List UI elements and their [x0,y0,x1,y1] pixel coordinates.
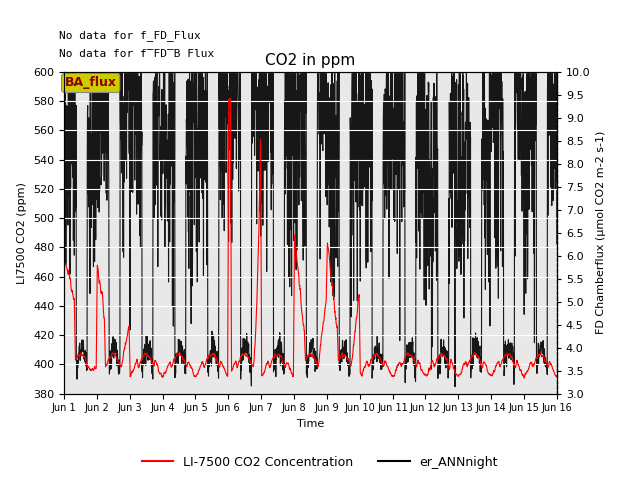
X-axis label: Time: Time [297,419,324,429]
Title: CO2 in ppm: CO2 in ppm [265,53,356,68]
Y-axis label: LI7500 CO2 (ppm): LI7500 CO2 (ppm) [17,182,28,284]
Y-axis label: FD Chamberflux (μmol CO2 m-2 s-1): FD Chamberflux (μmol CO2 m-2 s-1) [596,131,606,335]
Text: No data for f̅FD̅B Flux: No data for f̅FD̅B Flux [59,49,214,60]
Legend: LI-7500 CO2 Concentration, er_ANNnight: LI-7500 CO2 Concentration, er_ANNnight [137,451,503,474]
Text: No data for f_FD_Flux: No data for f_FD_Flux [59,30,201,41]
Text: BA_flux: BA_flux [65,76,116,89]
